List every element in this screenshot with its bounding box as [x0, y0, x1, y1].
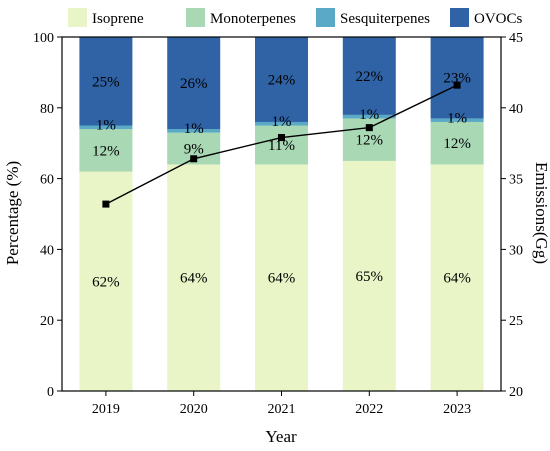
bar-segment-sesquiterpenes-2022	[342, 114, 396, 119]
legend-swatch-sesquiterpenes	[316, 8, 335, 27]
segment-label: 11%	[268, 138, 295, 154]
axes-layer: 0 20 40 60 80 100 20 25 30 35 40 45 2019 2020 2021 2022…	[33, 31, 523, 417]
legend-swatch-monoterpenes	[186, 8, 205, 27]
legend: Isoprene Monoterpenes Sesquiterpenes OVOCs	[68, 8, 523, 27]
emissions-point	[365, 124, 373, 132]
segment-label: 12%	[356, 133, 384, 149]
segment-label: 1%	[359, 107, 379, 123]
segment-label: 1%	[184, 121, 204, 137]
bar-segment-ovocs-2020	[167, 37, 221, 130]
y2-tick-label: 40	[509, 102, 523, 117]
bar-segment-isoprene-2019	[79, 171, 133, 391]
y2-tick-label: 20	[509, 385, 523, 400]
segment-label: 12%	[443, 136, 471, 152]
bar-segment-isoprene-2021	[255, 164, 308, 391]
y-tick-label: 100	[33, 31, 54, 46]
segment-label: 64%	[180, 271, 208, 287]
legend-label: Monoterpenes	[210, 11, 296, 27]
segment-label: 24%	[268, 72, 296, 88]
legend-swatch-ovocs	[450, 8, 469, 27]
legend-label: Sesquiterpenes	[340, 11, 430, 27]
emissions-point	[190, 155, 198, 163]
x-tick-label: 2019	[92, 402, 120, 417]
y2-tick-label: 25	[509, 314, 523, 329]
bar-segment-monoterpenes-2019	[79, 129, 133, 172]
bar-segment-ovocs-2023	[430, 37, 484, 119]
y2-axis-title: Emissions(Gg)	[532, 162, 550, 264]
segment-label: 1%	[272, 114, 292, 130]
segment-label: 1%	[96, 118, 116, 134]
bar-segment-sesquiterpenes-2021	[255, 121, 308, 126]
segment-label: 23%	[443, 71, 471, 87]
segment-label: 12%	[92, 143, 120, 159]
bar-segment-ovocs-2021	[255, 37, 308, 122]
y-tick-label: 40	[40, 243, 54, 258]
bar-segment-monoterpenes-2023	[430, 121, 484, 165]
emissions-line-layer	[102, 81, 461, 208]
y-tick-label: 20	[40, 314, 54, 329]
bar-segment-isoprene-2022	[342, 160, 396, 391]
y-axis-title: Percentage (%)	[3, 161, 22, 265]
y-tick-label: 0	[47, 385, 54, 400]
segment-label: 62%	[92, 274, 120, 290]
x-axis-title: Year	[265, 427, 297, 446]
legend-label: Isoprene	[92, 11, 144, 27]
bars-layer	[79, 37, 484, 391]
emissions-point	[102, 200, 110, 208]
segment-label: 22%	[356, 69, 384, 85]
y-tick-label: 80	[40, 102, 54, 117]
x-tick-label: 2020	[180, 402, 208, 417]
x-tick-label: 2022	[355, 402, 383, 417]
bar-segment-sesquiterpenes-2020	[167, 129, 221, 133]
segment-label: 9%	[184, 142, 204, 158]
segment-label: 65%	[356, 269, 384, 285]
y2-tick-label: 30	[509, 243, 523, 258]
bar-segment-isoprene-2023	[430, 164, 484, 391]
segment-label: 64%	[268, 271, 296, 287]
legend-label: OVOCs	[474, 11, 523, 27]
emissions-point	[278, 134, 285, 142]
y2-tick-label: 35	[509, 173, 523, 188]
bar-segment-sesquiterpenes-2019	[79, 125, 133, 130]
legend-swatch-isoprene	[68, 8, 87, 27]
x-tick-label: 2023	[443, 402, 471, 417]
segment-label: 1%	[447, 110, 467, 126]
segment-label: 26%	[180, 76, 208, 92]
segment-label: 25%	[92, 74, 120, 90]
bar-segment-isoprene-2020	[167, 164, 221, 391]
x-tick-label: 2021	[268, 402, 296, 417]
emissions-point	[453, 81, 461, 89]
bar-segment-sesquiterpenes-2023	[430, 118, 484, 122]
bar-segment-monoterpenes-2021	[255, 125, 308, 165]
y2-tick-label: 45	[509, 31, 523, 46]
segment-label: 64%	[443, 271, 471, 287]
segment-labels-layer: 62% 12% 1% 25% 64% 9% 1% 26% 64% 11% 1% 24% 65% 12% 1%…	[92, 69, 471, 290]
bar-segment-ovocs-2022	[342, 37, 396, 115]
bar-segment-ovocs-2019	[79, 37, 133, 126]
y-tick-label: 60	[40, 173, 54, 188]
